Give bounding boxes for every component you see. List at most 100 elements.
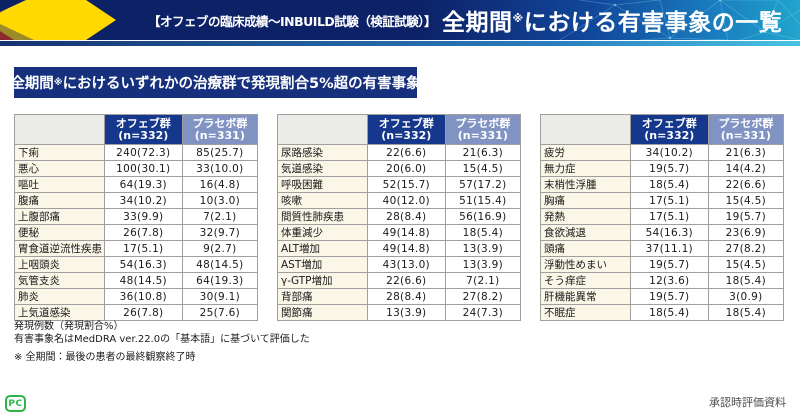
ofev-value-cell: 64(19.3) [103, 176, 183, 193]
ofev-value-cell: 18(5.4) [629, 304, 709, 321]
event-name-cell: 間質性肺疾患 [277, 208, 368, 225]
table-row: AST増加 43(13.0) 13(3.9) [277, 256, 522, 273]
table-row: 関節痛 13(3.9) 24(7.3) [277, 304, 522, 321]
footnote-line2: 有害事象名はMedDRA ver.22.0の「基本語」に基づいて評価した [14, 334, 310, 345]
placebo-value-cell: 7(2.1) [181, 208, 259, 225]
placebo-value-cell: 27(8.2) [444, 288, 522, 305]
adverse-events-table: オフェブ群 (n=332) プラセボ群 (n=331) 下痢 240(72.3) 85(25… [14, 114, 259, 321]
table-row: 気管支炎 48(14.5) 64(19.3) [14, 272, 259, 289]
adverse-events-table-2: オフェブ群 (n=332) プラセボ群 (n=331) 尿路感染 22(6.6) 21(6.… [277, 114, 522, 321]
footnote-line1: 発現例数（発現割合%） [14, 321, 124, 332]
title-bar: 【オフェブの臨床成績～INBUILD試験（検証試験）】 全期間※における有害事象… [0, 0, 800, 40]
ofev-group-header: オフェブ群 (n=332) [366, 114, 446, 145]
event-name-cell: 背部痛 [277, 288, 368, 305]
ofev-value-cell: 54(16.3) [103, 256, 183, 273]
ofev-value-cell: 28(8.4) [366, 208, 446, 225]
pc-logo: PC [5, 395, 26, 412]
event-name-cell: ALT増加 [277, 240, 368, 257]
table-row: 発熱 17(5.1) 19(5.7) [540, 208, 785, 225]
ofev-value-cell: 34(10.2) [103, 192, 183, 209]
title-prefix: 【オフェブの臨床成績～INBUILD試験（検証試験）】 [148, 13, 437, 29]
table-row: 肺炎 36(10.8) 30(9.1) [14, 288, 259, 305]
placebo-value-cell: 22(6.6) [707, 176, 785, 193]
yellow-diamond-decoration [0, 0, 132, 40]
table-row: 悪心 100(30.1) 33(10.0) [14, 160, 259, 177]
placebo-value-cell: 51(15.4) [444, 192, 522, 209]
placebo-value-cell: 24(7.3) [444, 304, 522, 321]
adverse-events-table-1: オフェブ群 (n=332) プラセボ群 (n=331) 下痢 240(72.3) 85(25… [14, 114, 259, 321]
table-header-row: オフェブ群 (n=332) プラセボ群 (n=331) [277, 114, 522, 145]
event-name-cell: 上腹部痛 [14, 208, 105, 225]
ofev-value-cell: 54(16.3) [629, 224, 709, 241]
table-row: 胃食道逆流性疾患 17(5.1) 9(2.7) [14, 240, 259, 257]
ofev-value-cell: 240(72.3) [103, 144, 183, 161]
header-gradient-stripe [0, 41, 800, 46]
adverse-events-table-3: オフェブ群 (n=332) プラセボ群 (n=331) 疲労 34(10.2) 21(6.3… [540, 114, 785, 321]
table-row: 嘔吐 64(19.3) 16(4.8) [14, 176, 259, 193]
ofev-value-cell: 28(8.4) [366, 288, 446, 305]
event-name-cell: 食欲減退 [540, 224, 631, 241]
table-row: 疲労 34(10.2) 21(6.3) [540, 144, 785, 161]
table-row: そう痒症 12(3.6) 18(5.4) [540, 272, 785, 289]
table-row: 背部痛 28(8.4) 27(8.2) [277, 288, 522, 305]
placebo-value-cell: 18(5.4) [707, 304, 785, 321]
placebo-value-cell: 18(5.4) [707, 272, 785, 289]
ofev-value-cell: 12(3.6) [629, 272, 709, 289]
ofev-value-cell: 26(7.8) [103, 304, 183, 321]
event-name-cell: 下痢 [14, 144, 105, 161]
ofev-group-header: オフェブ群 (n=332) [103, 114, 183, 145]
event-name-cell: 胸痛 [540, 192, 631, 209]
ofev-value-cell: 43(13.0) [366, 256, 446, 273]
placebo-value-cell: 18(5.4) [444, 224, 522, 241]
ofev-value-cell: 48(14.5) [103, 272, 183, 289]
table-header-row: オフェブ群 (n=332) プラセボ群 (n=331) [14, 114, 259, 145]
event-name-cell: 悪心 [14, 160, 105, 177]
event-name-cell: 肺炎 [14, 288, 105, 305]
placebo-value-cell: 14(4.2) [707, 160, 785, 177]
corner-header-cell [14, 114, 105, 145]
event-name-cell: 肝機能異常 [540, 288, 631, 305]
placebo-value-cell: 21(6.3) [444, 144, 522, 161]
event-name-cell: 発熱 [540, 208, 631, 225]
ofev-value-cell: 26(7.8) [103, 224, 183, 241]
placebo-value-cell: 15(4.5) [444, 160, 522, 177]
placebo-group-header: プラセボ群 (n=331) [707, 114, 785, 145]
event-name-cell: 不眠症 [540, 304, 631, 321]
placebo-value-cell: 25(7.6) [181, 304, 259, 321]
title-note-mark: ※ [512, 12, 524, 25]
subtitle-banner: 全期間 ※ におけるいずれかの治療群で発現割合5%超の有害事象 [10, 67, 421, 98]
table-row: 体重減少 49(14.8) 18(5.4) [277, 224, 522, 241]
placebo-value-cell: 64(19.3) [181, 272, 259, 289]
placebo-value-cell: 7(2.1) [444, 272, 522, 289]
placebo-value-cell: 23(6.9) [707, 224, 785, 241]
ofev-value-cell: 22(6.6) [366, 144, 446, 161]
placebo-value-cell: 27(8.2) [707, 240, 785, 257]
event-name-cell: 嘔吐 [14, 176, 105, 193]
ofev-value-cell: 19(5.7) [629, 288, 709, 305]
event-name-cell: 腹痛 [14, 192, 105, 209]
table-row: 咳嗽 40(12.0) 51(15.4) [277, 192, 522, 209]
table-row: 上腹部痛 33(9.9) 7(2.1) [14, 208, 259, 225]
event-name-cell: 疲労 [540, 144, 631, 161]
ofev-value-cell: 33(9.9) [103, 208, 183, 225]
event-name-cell: 上気道感染 [14, 304, 105, 321]
ofev-value-cell: 52(15.7) [366, 176, 446, 193]
tables-container: オフェブ群 (n=332) プラセボ群 (n=331) 下痢 240(72.3) 85(25… [14, 114, 785, 321]
event-name-cell: 頭痛 [540, 240, 631, 257]
table-row: 胸痛 17(5.1) 15(4.5) [540, 192, 785, 209]
table-row: 上気道感染 26(7.8) 25(7.6) [14, 304, 259, 321]
event-name-cell: 無力症 [540, 160, 631, 177]
page-title: 【オフェブの臨床成績～INBUILD試験（検証試験）】 全期間※における有害事象… [148, 0, 782, 40]
event-name-cell: 末梢性浮腫 [540, 176, 631, 193]
ofev-value-cell: 18(5.4) [629, 176, 709, 193]
placebo-value-cell: 15(4.5) [707, 192, 785, 209]
table-row: 気道感染 20(6.0) 15(4.5) [277, 160, 522, 177]
table-row: 間質性肺疾患 28(8.4) 56(16.9) [277, 208, 522, 225]
event-name-cell: γ-GTP増加 [277, 272, 368, 289]
ofev-value-cell: 22(6.6) [366, 272, 446, 289]
ofev-value-cell: 19(5.7) [629, 256, 709, 273]
placebo-value-cell: 13(3.9) [444, 240, 522, 257]
placebo-value-cell: 85(25.7) [181, 144, 259, 161]
placebo-value-cell: 15(4.5) [707, 256, 785, 273]
